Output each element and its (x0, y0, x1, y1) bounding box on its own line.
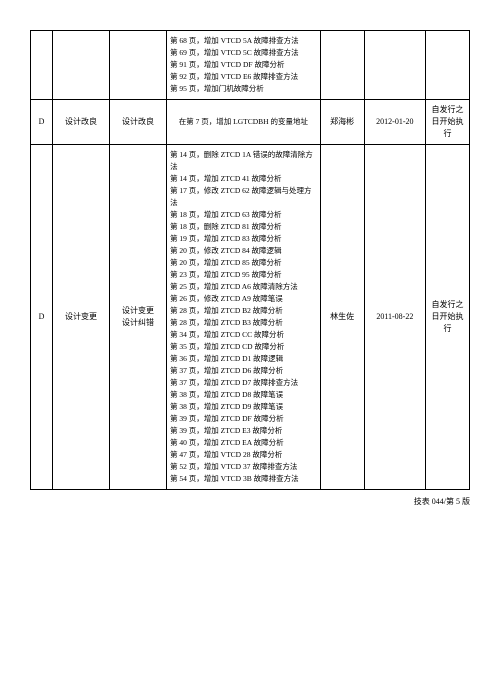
desc-cell: 在第 7 页，增加 LGTCDBH 的变量地址 (167, 100, 321, 145)
date-cell: 2012-01-20 (364, 100, 425, 145)
reason-cell: 设计变更 设计纠错 (110, 145, 167, 490)
page-footer: 技表 044/第 5 版 (30, 496, 470, 508)
effect-cell (426, 31, 470, 100)
desc-cell: 第 14 页，删除 ZTCD 1A 错误的故障清除方法 第 14 页，增加 ZT… (167, 145, 321, 490)
person-cell: 郑海彬 (320, 100, 364, 145)
reason-cell: 设计改良 (110, 100, 167, 145)
type-cell: 设计变更 (52, 145, 109, 490)
code-cell (31, 31, 53, 100)
effect-cell: 自发行之日开始执行 (426, 100, 470, 145)
code-cell: D (31, 100, 53, 145)
date-cell (364, 31, 425, 100)
desc-cell: 第 68 页，增加 VTCD 5A 故障排查方法 第 69 页，增加 VTCD … (167, 31, 321, 100)
table-row: D设计改良设计改良在第 7 页，增加 LGTCDBH 的变量地址郑海彬2012-… (31, 100, 470, 145)
table-row: D设计变更设计变更 设计纠错第 14 页，删除 ZTCD 1A 错误的故障清除方… (31, 145, 470, 490)
person-cell (320, 31, 364, 100)
table-row: 第 68 页，增加 VTCD 5A 故障排查方法 第 69 页，增加 VTCD … (31, 31, 470, 100)
type-cell (52, 31, 109, 100)
code-cell: D (31, 145, 53, 490)
person-cell: 林生佐 (320, 145, 364, 490)
date-cell: 2011-08-22 (364, 145, 425, 490)
change-log-table: 第 68 页，增加 VTCD 5A 故障排查方法 第 69 页，增加 VTCD … (30, 30, 470, 490)
type-cell: 设计改良 (52, 100, 109, 145)
reason-cell (110, 31, 167, 100)
effect-cell: 自发行之日开始执行 (426, 145, 470, 490)
